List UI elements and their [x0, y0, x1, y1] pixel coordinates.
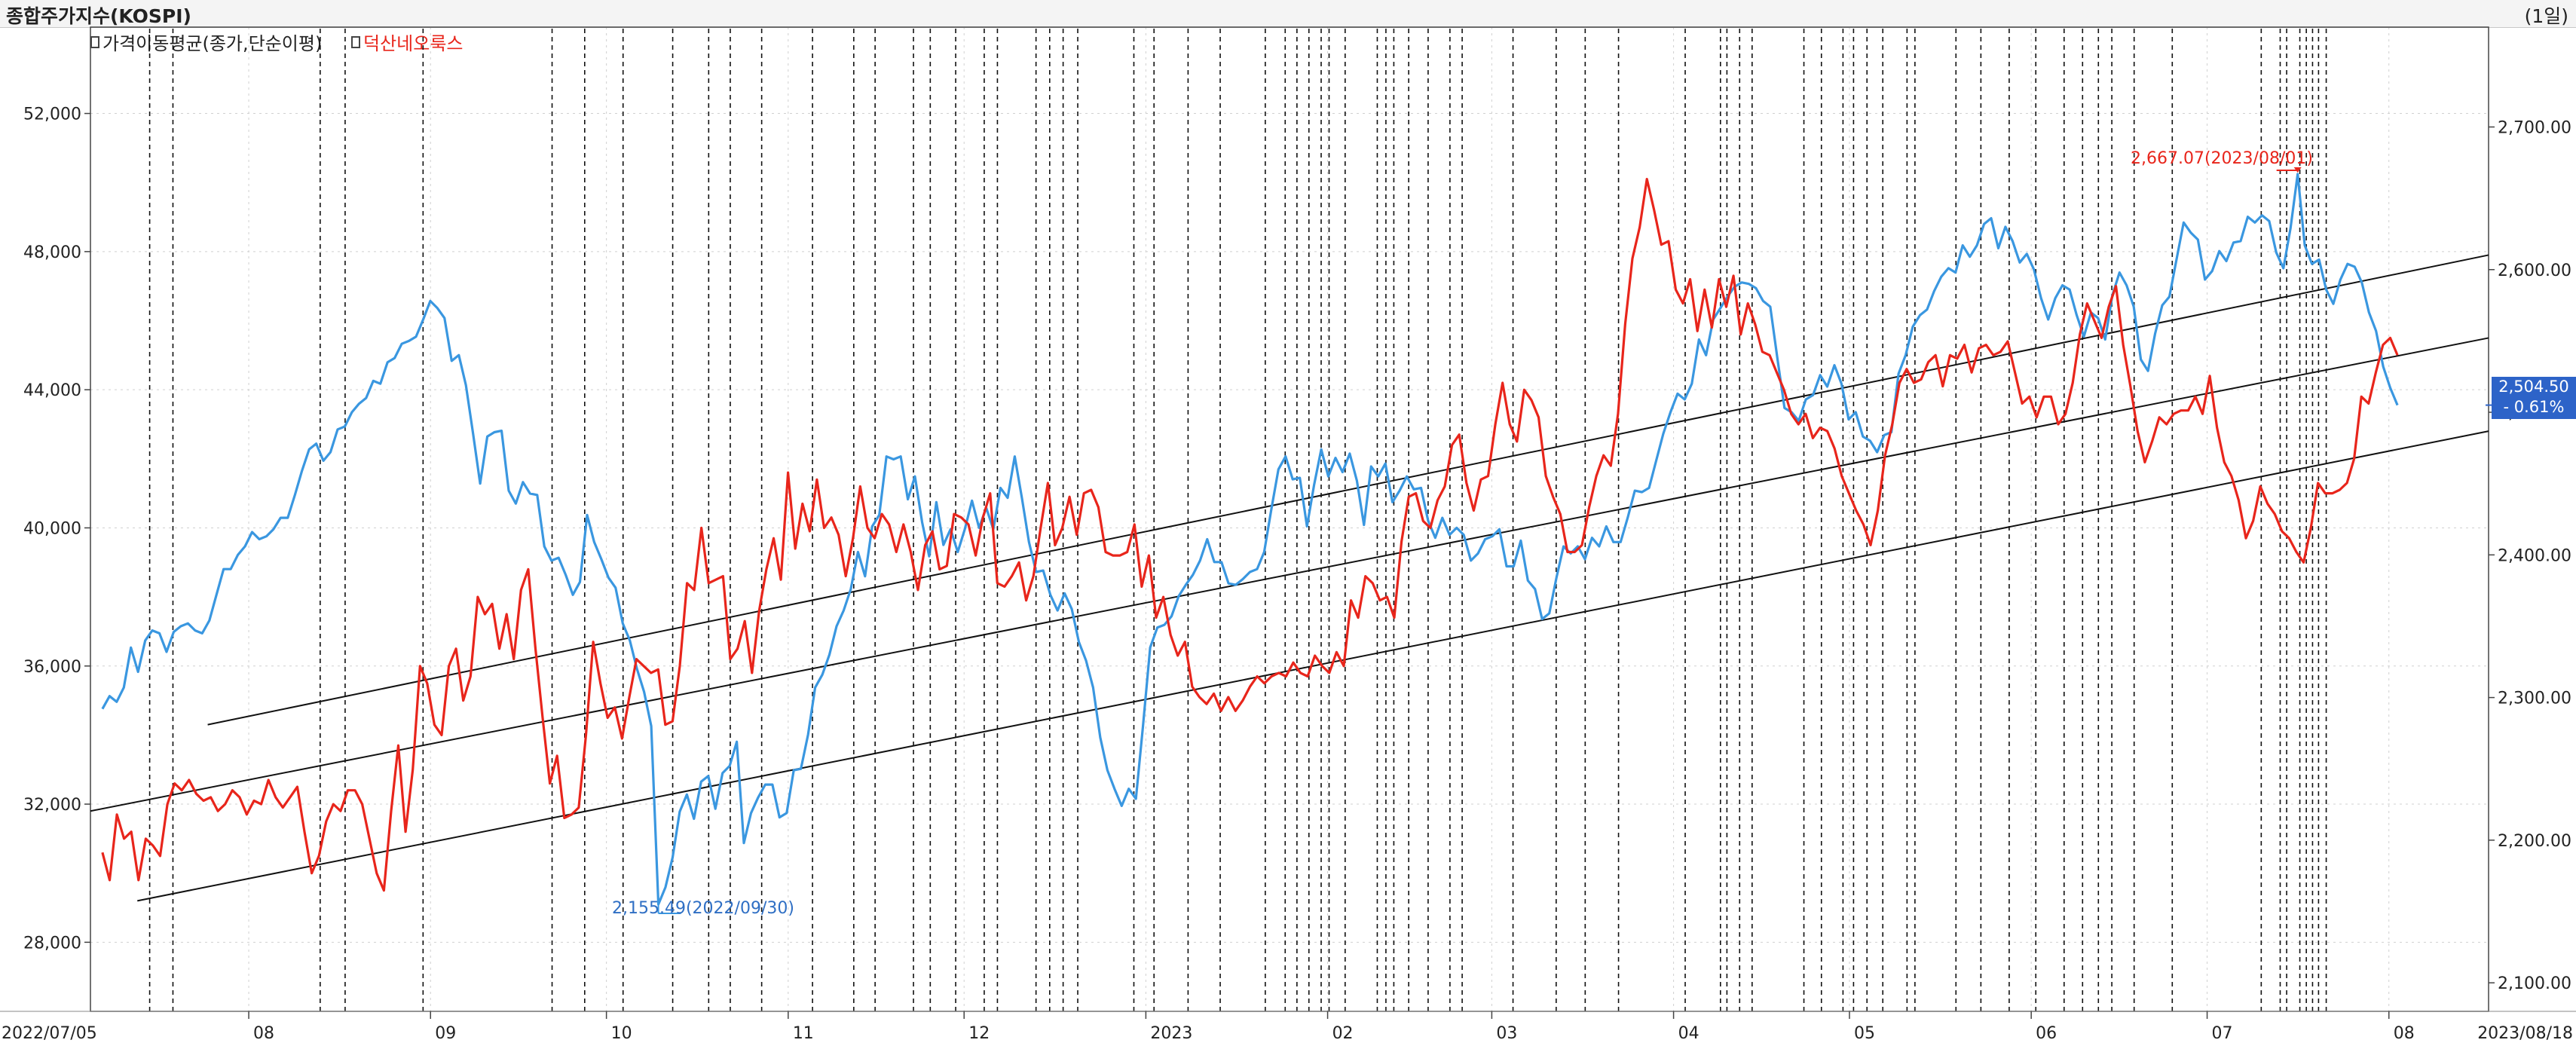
x-tick-label: 04: [1678, 1024, 1699, 1043]
legend-red-series[interactable]: 덕산네오룩스: [351, 29, 463, 55]
right-tick-label: 2,600.00: [2498, 262, 2571, 280]
left-tick-label: 52,000: [23, 106, 81, 124]
trend-channel: [90, 254, 2489, 902]
x-tick-label: 08: [253, 1024, 274, 1043]
period-label[interactable]: (1일): [2524, 5, 2568, 27]
x-tick-label: 07: [2212, 1024, 2233, 1043]
legend-moving-average-label: 가격이동평균(종가,단순이평): [102, 33, 323, 54]
trend-line: [90, 337, 2489, 812]
x-tick-label: 06: [2036, 1024, 2057, 1043]
x-tick-label: 12: [968, 1024, 990, 1043]
right-tick-label: 2,700.00: [2498, 118, 2571, 137]
x-tick-label: 2022/07/05: [2, 1024, 97, 1043]
x-tick-label: 05: [1854, 1024, 1875, 1043]
axes: 28,000 32,000 36,000 40,000 44,000 48,000 52,0…: [0, 26, 2576, 1043]
x-tick-label: 10: [611, 1024, 632, 1043]
right-tick-label: 2,100.00: [2498, 974, 2571, 993]
right-tick-label: 2,400.00: [2498, 546, 2571, 565]
checkbox-icon[interactable]: [351, 35, 360, 48]
right-tick-label: 2,300.00: [2498, 690, 2571, 708]
current-price-value: 2,504.50: [2498, 378, 2569, 396]
x-tick-label: 03: [1496, 1024, 1517, 1043]
x-tick-label: 11: [793, 1024, 814, 1043]
kospi-line: [101, 173, 2399, 906]
trend-line: [207, 254, 2489, 726]
event-lines: [148, 29, 2327, 1011]
x-tick-label: 02: [1332, 1024, 1354, 1043]
plot-frame: [90, 26, 2489, 1012]
checkbox-icon[interactable]: [90, 35, 99, 48]
current-price-badge: 2,504.50 - 0.61%: [2492, 377, 2576, 419]
x-tick-label: 2023/08/18: [2477, 1024, 2573, 1043]
x-tick-label: 09: [435, 1024, 456, 1043]
legend-moving-average[interactable]: 가격이동평균(종가,단순이평): [90, 29, 322, 55]
high-annotation: 2,667.07(2023/08/01): [2131, 149, 2313, 168]
chart-title: 종합주가지수(KOSPI): [6, 5, 191, 27]
left-tick-label: 32,000: [23, 796, 81, 815]
right-tick-label: 2,200.00: [2498, 832, 2571, 851]
left-tick-label: 48,000: [23, 243, 81, 262]
extreme-markers: [657, 167, 2492, 915]
low-annotation: 2,155.49(2022/09/30): [612, 899, 794, 918]
left-tick-label: 36,000: [23, 658, 81, 677]
x-tick-label: 08: [2394, 1024, 2415, 1043]
left-tick-label: 40,000: [23, 519, 81, 538]
high-marker: [2293, 167, 2302, 173]
x-tick-label: 2023: [1150, 1024, 1192, 1043]
grid: [90, 27, 2489, 1011]
trend-line: [137, 430, 2489, 902]
left-tick-label: 44,000: [23, 381, 81, 400]
stock-line: [101, 178, 2399, 892]
series-lines: [101, 173, 2399, 906]
legend-red-series-label: 덕산네오룩스: [363, 33, 463, 54]
left-tick-label: 28,000: [23, 934, 81, 953]
current-price-change: - 0.61%: [2503, 398, 2565, 416]
